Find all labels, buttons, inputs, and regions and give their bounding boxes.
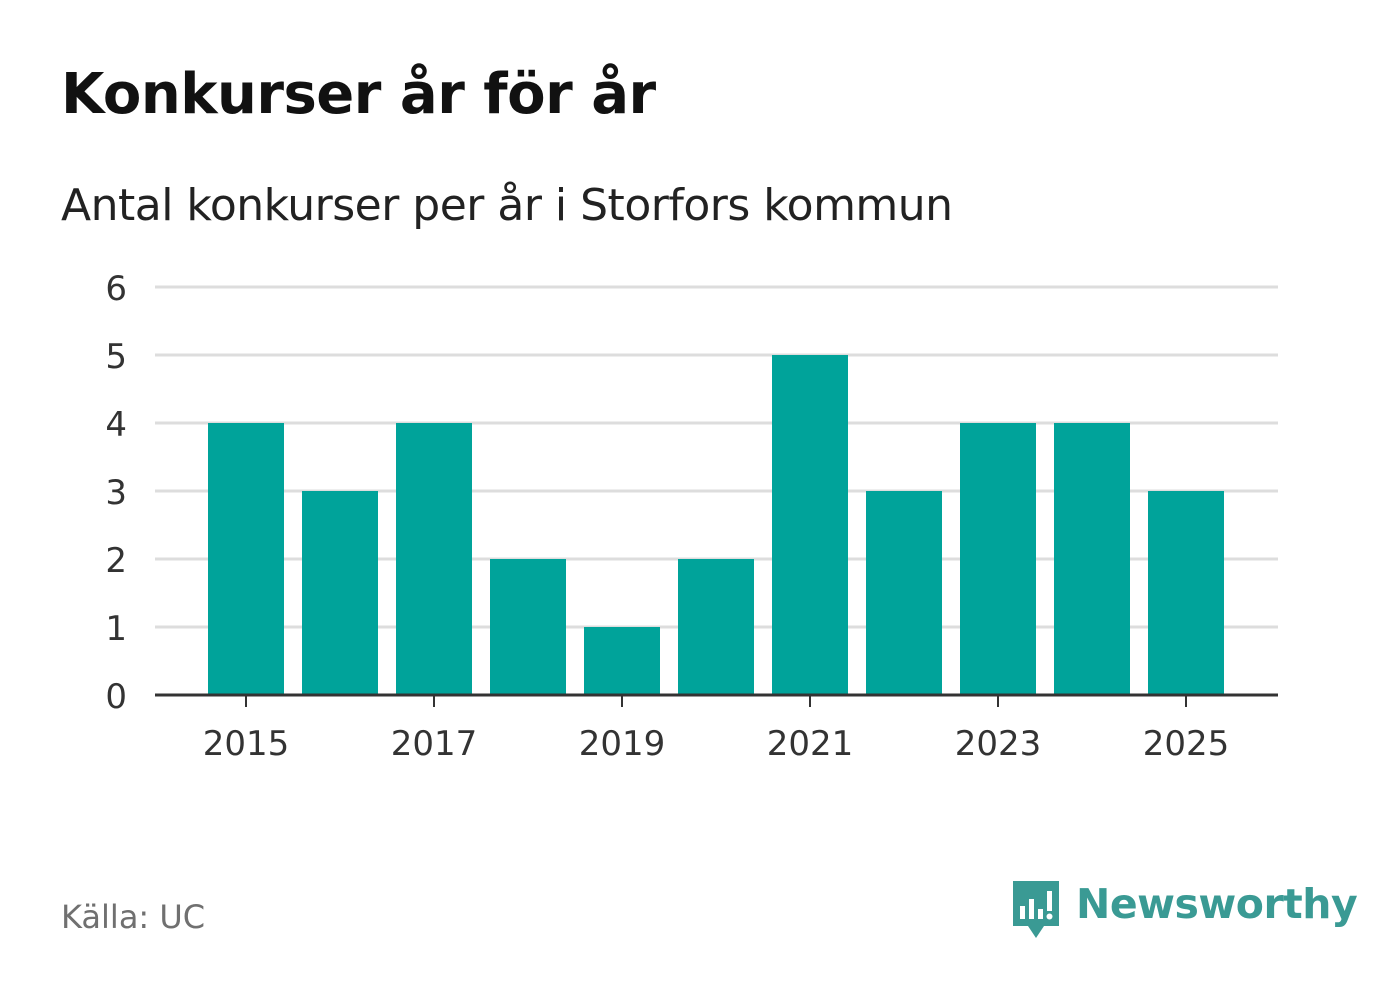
y-tick-label: 1	[105, 609, 127, 649]
bar	[584, 627, 660, 695]
x-tick-label: 2017	[391, 724, 478, 764]
bar	[396, 423, 472, 695]
newsworthy-logo-icon	[1013, 881, 1059, 938]
y-tick-label: 3	[105, 473, 127, 513]
brand-logo: Newsworthy	[1010, 878, 1358, 942]
bar	[1054, 423, 1130, 695]
source-note: Källa: UC	[61, 898, 206, 936]
bar	[866, 491, 942, 695]
bar	[960, 423, 1036, 695]
x-tick-label: 2021	[767, 724, 854, 764]
y-tick-label: 4	[105, 405, 127, 445]
bar	[1148, 491, 1224, 695]
bar	[490, 559, 566, 695]
bar	[208, 423, 284, 695]
y-tick-label: 2	[105, 541, 127, 581]
brand-name: Newsworthy	[1076, 880, 1358, 928]
x-tick-label: 2023	[955, 724, 1042, 764]
x-tick-label: 2019	[579, 724, 666, 764]
chart-subtitle: Antal konkurser per år i Storfors kommun	[61, 180, 953, 231]
bar	[678, 559, 754, 695]
y-tick-label: 0	[105, 677, 127, 717]
bar	[772, 355, 848, 695]
chart-title: Konkurser år för år	[61, 62, 656, 127]
y-tick-label: 6	[105, 269, 127, 309]
x-tick-label: 2025	[1143, 724, 1230, 764]
y-tick-label: 5	[105, 337, 127, 377]
x-tick-label: 2015	[203, 724, 290, 764]
bar	[302, 491, 378, 695]
